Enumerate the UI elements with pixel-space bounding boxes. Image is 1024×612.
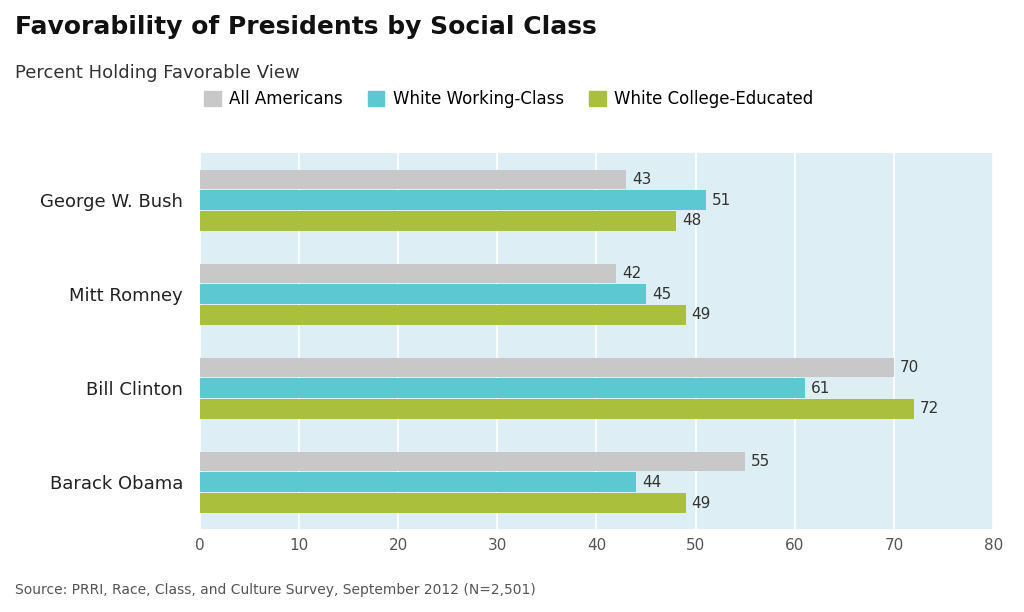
Bar bbox=[200, 285, 646, 304]
Bar bbox=[200, 472, 636, 492]
Bar bbox=[200, 452, 745, 471]
Text: 49: 49 bbox=[692, 496, 711, 510]
Text: 44: 44 bbox=[642, 475, 662, 490]
Bar bbox=[200, 399, 914, 419]
Bar bbox=[200, 378, 805, 398]
Text: 42: 42 bbox=[623, 266, 641, 281]
Bar bbox=[200, 211, 676, 231]
Text: 45: 45 bbox=[652, 286, 672, 302]
Text: 48: 48 bbox=[682, 213, 701, 228]
Text: 49: 49 bbox=[692, 307, 711, 323]
Bar bbox=[200, 190, 706, 210]
Text: Favorability of Presidents by Social Class: Favorability of Presidents by Social Cla… bbox=[15, 15, 597, 39]
Text: Source: PRRI, Race, Class, and Culture Survey, September 2012 (N=2,501): Source: PRRI, Race, Class, and Culture S… bbox=[15, 583, 537, 597]
Text: 72: 72 bbox=[920, 401, 939, 416]
Bar bbox=[200, 357, 894, 378]
Text: Percent Holding Favorable View: Percent Holding Favorable View bbox=[15, 64, 300, 82]
Bar bbox=[200, 264, 616, 283]
Text: 51: 51 bbox=[712, 193, 731, 207]
Text: 70: 70 bbox=[900, 360, 920, 375]
Text: 55: 55 bbox=[752, 454, 770, 469]
Legend: All Americans, White Working-Class, White College-Educated: All Americans, White Working-Class, Whit… bbox=[204, 90, 813, 108]
Bar bbox=[200, 305, 686, 325]
Text: 43: 43 bbox=[632, 172, 651, 187]
Bar bbox=[200, 170, 627, 189]
Text: 61: 61 bbox=[811, 381, 830, 396]
Bar bbox=[200, 493, 686, 513]
